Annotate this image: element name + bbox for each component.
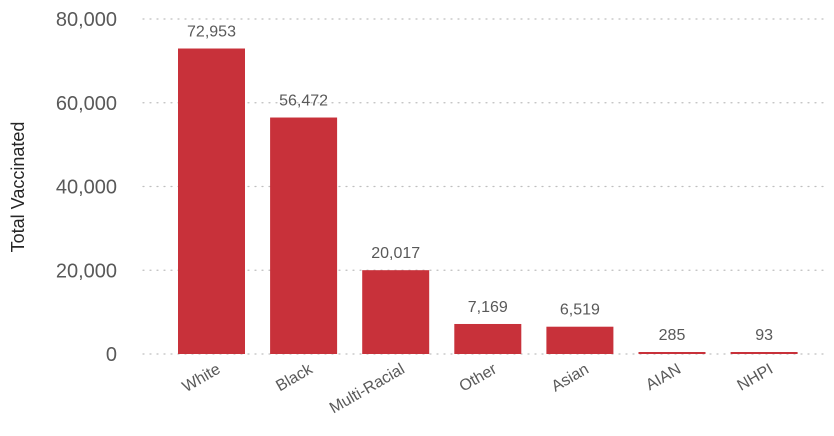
- y-tick-label: 40,000: [56, 177, 117, 199]
- x-tick-label: Black: [273, 360, 316, 395]
- y-axis-title: Total Vaccinated: [8, 122, 28, 253]
- bar: [178, 48, 245, 355]
- x-tick-label: Asian: [549, 361, 592, 396]
- x-tick-label: White: [180, 361, 224, 396]
- bar: [270, 117, 338, 354]
- x-axis-ticks: White Black Multi-Racial Other Asian AIAN NHPI: [180, 360, 777, 417]
- data-labels: 72,953 56,472 20,017 7,169 6,519 285 93: [187, 24, 773, 344]
- x-tick-label: NHPI: [734, 361, 776, 395]
- data-label: 285: [659, 327, 686, 344]
- y-tick-label: 20,000: [56, 260, 117, 282]
- bar: [730, 352, 798, 354]
- data-label: 56,472: [279, 93, 328, 110]
- data-label: 20,017: [371, 245, 420, 262]
- y-tick-label: 0: [106, 344, 117, 366]
- bar: [362, 270, 430, 354]
- x-tick-label: AIAN: [643, 361, 684, 394]
- bars: [178, 48, 798, 355]
- data-label: 6,519: [560, 302, 600, 319]
- y-axis-ticks: 0 20,000 40,000 60,000 80,000: [56, 9, 117, 366]
- data-label: 93: [755, 327, 773, 344]
- x-tick-label: Multi-Racial: [327, 361, 408, 418]
- bar: [546, 326, 614, 354]
- x-tick-label: Other: [457, 360, 501, 395]
- bar: [638, 352, 706, 354]
- gridlines: [142, 18, 825, 355]
- data-label: 7,169: [468, 299, 508, 316]
- y-tick-label: 80,000: [56, 9, 117, 31]
- data-label: 72,953: [187, 24, 236, 41]
- bar: [454, 323, 522, 354]
- y-tick-label: 60,000: [56, 93, 117, 115]
